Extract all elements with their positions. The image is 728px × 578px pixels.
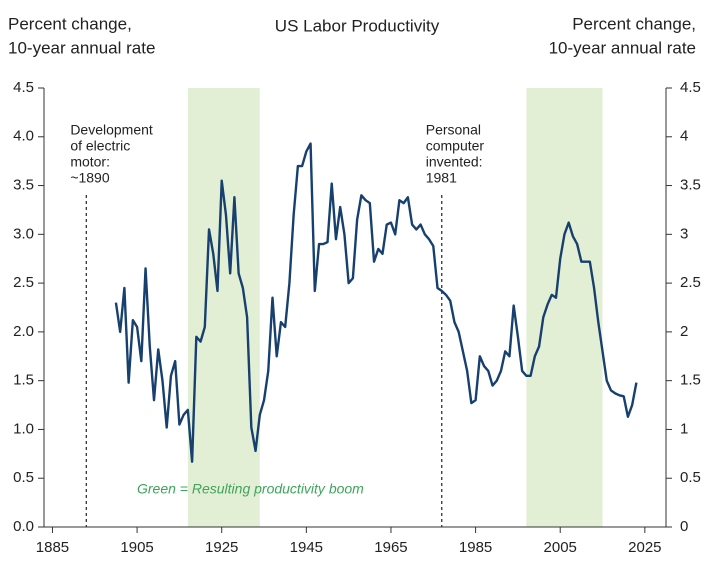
y-tick-label: 1.5 xyxy=(13,372,34,389)
note: Green = Resulting productivity boom xyxy=(137,481,364,497)
y2-tick-label: 2 xyxy=(680,323,688,340)
annotation: computer xyxy=(426,138,485,154)
annotation: of electric xyxy=(70,138,130,154)
shaded-period xyxy=(187,88,260,527)
y2-axis-label: 10-year annual rate xyxy=(549,38,696,57)
annotation: 1981 xyxy=(426,170,457,186)
y-axis-label: 10-year annual rate xyxy=(8,38,155,57)
annotation: Development xyxy=(70,122,153,138)
annotation: invented: xyxy=(426,154,483,170)
shaded-period xyxy=(526,88,603,527)
y-tick-label: 4.5 xyxy=(13,79,34,96)
x-tick-label: 2005 xyxy=(544,539,577,556)
y-tick-label: 2.5 xyxy=(13,274,34,291)
y-tick-label: 0.5 xyxy=(13,469,34,486)
y2-tick-label: 2.5 xyxy=(680,274,701,291)
y2-tick-label: 4 xyxy=(680,128,688,145)
x-tick-label: 1925 xyxy=(205,539,238,556)
y-tick-label: 3.0 xyxy=(13,225,34,242)
y2-tick-label: 1 xyxy=(680,420,688,437)
y-tick-label: 1.0 xyxy=(13,420,34,437)
y-axis-label: Percent change, xyxy=(8,14,132,33)
y2-axis-label: Percent change, xyxy=(572,14,696,33)
x-tick-label: 1905 xyxy=(120,539,153,556)
x-tick-label: 1945 xyxy=(290,539,323,556)
chart-title: US Labor Productivity xyxy=(275,16,440,35)
data-line xyxy=(114,142,638,463)
x-tick-label: 2025 xyxy=(628,539,661,556)
y2-tick-label: 4.5 xyxy=(680,79,701,96)
y-tick-label: 2.0 xyxy=(13,323,34,340)
y2-tick-label: 0.5 xyxy=(680,469,701,486)
y-tick-label: 3.5 xyxy=(13,177,34,194)
annotation: Personal xyxy=(426,122,481,138)
x-tick-label: 1885 xyxy=(36,539,69,556)
annotation: motor: xyxy=(70,154,110,170)
y-tick-label: 0.0 xyxy=(13,518,34,535)
y-tick-label: 4.0 xyxy=(13,128,34,145)
annotation: ~1890 xyxy=(70,170,110,186)
x-tick-label: 1965 xyxy=(374,539,407,556)
x-tick-label: 1985 xyxy=(459,539,492,556)
y2-tick-label: 1.5 xyxy=(680,372,701,389)
y2-tick-label: 3 xyxy=(680,225,688,242)
y2-tick-label: 0 xyxy=(680,518,688,535)
y2-tick-label: 3.5 xyxy=(680,177,701,194)
